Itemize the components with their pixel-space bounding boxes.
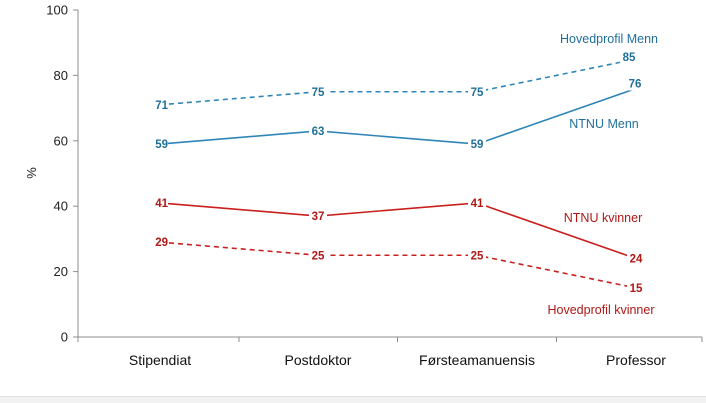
series-name-label: NTNU kvinner <box>564 211 643 225</box>
y-tick-label: 100 <box>46 3 68 18</box>
data-label-backing <box>150 236 168 250</box>
data-label: 85 <box>623 52 636 64</box>
data-label: 24 <box>630 254 643 266</box>
series-line <box>159 87 637 145</box>
data-label-backing <box>309 210 327 224</box>
data-label: 25 <box>471 250 484 262</box>
data-label: 15 <box>630 283 643 295</box>
y-tick-label: 20 <box>54 264 68 279</box>
data-label: 37 <box>312 211 325 223</box>
data-label: 59 <box>155 139 168 151</box>
y-tick-label: 0 <box>61 330 68 345</box>
data-label: 25 <box>312 250 325 262</box>
data-label-backing <box>468 249 486 263</box>
data-label-backing <box>468 85 486 99</box>
series-lines <box>159 58 637 289</box>
data-label-backing <box>468 196 486 210</box>
data-label-backing <box>150 98 168 112</box>
x-tick-label: Postdoktor <box>285 352 352 368</box>
data-label: 75 <box>312 87 325 99</box>
series-line <box>159 202 637 260</box>
series-name-label: Hovedprofil kvinner <box>548 303 655 317</box>
data-label: 29 <box>155 237 168 249</box>
data-label-backing <box>627 281 645 295</box>
data-label-backing <box>150 196 168 210</box>
x-tick-label: Professor <box>606 352 666 368</box>
data-labels: 71 75 75 85 59 63 59 76 41 37 41 24 29 25 25 15 <box>150 51 645 295</box>
data-label-backing <box>309 249 327 263</box>
bottom-strip <box>0 396 706 403</box>
x-tick-label: Stipendiat <box>129 352 191 368</box>
y-axis-title: % <box>24 167 39 179</box>
x-tick-label: Førsteamanuensis <box>419 352 535 368</box>
series-name-label: Hovedprofil Menn <box>560 32 658 46</box>
data-label: 41 <box>471 198 484 210</box>
data-label-backing <box>627 252 645 266</box>
data-label-backing <box>309 85 327 99</box>
y-tick-label: 80 <box>54 68 68 83</box>
y-tick-label: 60 <box>54 133 68 148</box>
data-label: 76 <box>629 78 642 90</box>
data-label: 63 <box>312 126 325 138</box>
series-line <box>159 241 637 289</box>
data-label-backing <box>626 77 644 91</box>
data-label: 75 <box>471 87 484 99</box>
data-label: 71 <box>155 100 168 112</box>
y-tick-label: 40 <box>54 199 68 214</box>
data-label-backing <box>620 51 638 65</box>
series-names: Hovedprofil Menn NTNU Menn NTNU kvinner Hov… <box>548 32 659 317</box>
data-label-backing <box>150 138 168 152</box>
data-label: 59 <box>471 139 484 151</box>
axes: 0 20 40 60 80 100 Stipendiat Postdoktor Førsteam… <box>24 3 703 368</box>
series-name-label: NTNU Menn <box>569 117 639 131</box>
data-label-backing <box>468 138 486 152</box>
series-line <box>159 58 637 106</box>
data-label: 41 <box>155 198 168 210</box>
data-label-backing <box>309 124 327 138</box>
